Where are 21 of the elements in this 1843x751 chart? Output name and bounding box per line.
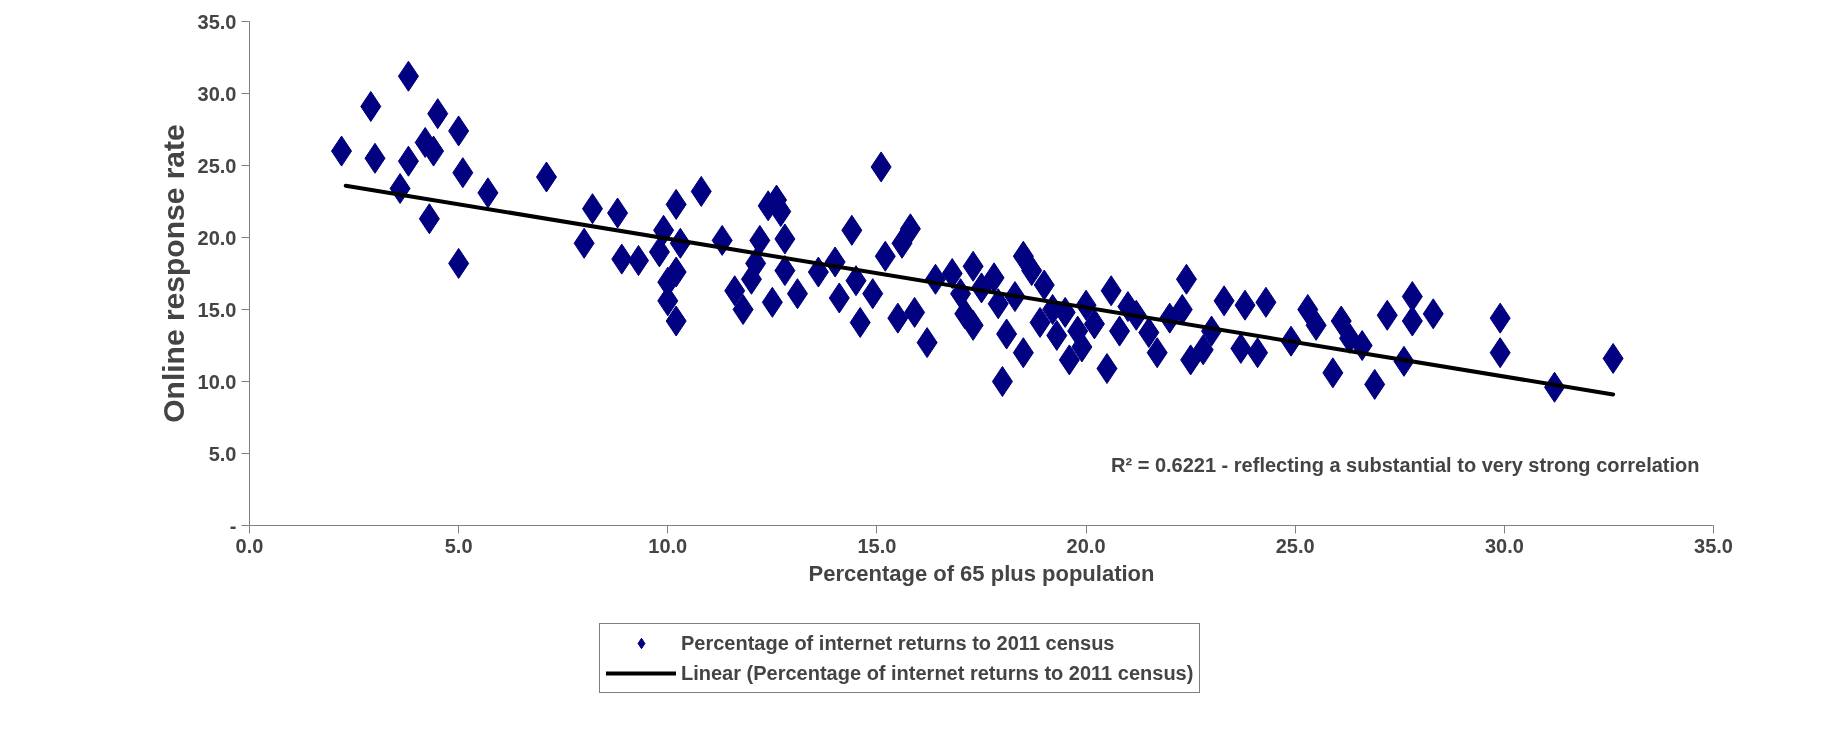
x-tick-label: 30.0 [1484,534,1524,557]
x-tick-label: 35.0 [1694,534,1733,557]
y-tick-label: - [229,514,237,537]
y-axis-title: Online response rate [156,124,190,423]
y-tick-label: 35.0 [197,10,237,33]
x-tick-label: 25.0 [1275,534,1315,557]
annotation: R² = 0.6221 - reflecting a substantial to very strong correlation [1110,453,1700,476]
x-tick-label: 15.0 [857,534,897,557]
x-tick-label: 5.0 [444,534,473,557]
y-tick-label: 25.0 [197,154,237,177]
x-axis-title: Percentage of 65 plus population [808,560,1155,586]
y-tick-label: 30.0 [197,82,237,105]
y-tick-label: 20.0 [197,226,237,249]
x-tick-label: 20.0 [1066,534,1106,557]
x-tick-label: 0.0 [235,534,264,557]
legend-label: Percentage of internet returns to 2011 census [681,630,1115,656]
legend-label: Linear (Percentage of internet returns to 2011 census) [681,660,1194,686]
x-tick-label: 10.0 [648,534,688,557]
y-tick-label: 10.0 [197,370,237,393]
y-tick-label: 5.0 [208,442,237,465]
y-tick-label: 15.0 [197,298,237,321]
